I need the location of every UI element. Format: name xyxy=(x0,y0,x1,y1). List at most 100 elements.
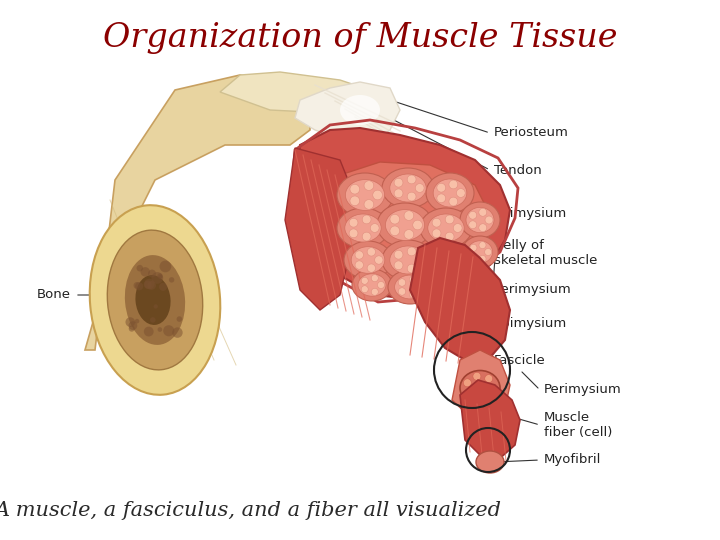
Ellipse shape xyxy=(395,275,426,299)
Circle shape xyxy=(464,389,472,397)
Circle shape xyxy=(445,286,452,293)
Circle shape xyxy=(408,192,416,201)
Circle shape xyxy=(148,269,156,278)
Ellipse shape xyxy=(385,210,425,240)
Ellipse shape xyxy=(467,241,492,263)
Text: Bone: Bone xyxy=(37,288,71,301)
Text: Organization of Muscle Tissue: Organization of Muscle Tissue xyxy=(103,22,617,54)
Circle shape xyxy=(361,286,368,293)
Circle shape xyxy=(135,282,143,291)
Circle shape xyxy=(159,283,167,291)
Ellipse shape xyxy=(420,208,472,248)
Circle shape xyxy=(350,196,360,206)
Circle shape xyxy=(408,175,416,184)
Circle shape xyxy=(485,393,492,401)
Ellipse shape xyxy=(476,451,504,473)
Ellipse shape xyxy=(388,270,432,304)
Text: Periosteum: Periosteum xyxy=(494,126,569,139)
Circle shape xyxy=(390,226,400,235)
Circle shape xyxy=(172,327,183,338)
Ellipse shape xyxy=(107,230,203,370)
Text: Perimysium: Perimysium xyxy=(544,383,622,396)
Ellipse shape xyxy=(460,202,500,238)
Circle shape xyxy=(125,318,135,327)
Circle shape xyxy=(449,197,458,206)
Ellipse shape xyxy=(352,269,392,301)
Circle shape xyxy=(485,248,492,255)
Circle shape xyxy=(470,244,477,251)
Polygon shape xyxy=(85,75,310,350)
Circle shape xyxy=(469,211,477,219)
Circle shape xyxy=(144,279,155,289)
Circle shape xyxy=(362,232,371,241)
Text: Perimysium: Perimysium xyxy=(494,284,572,296)
Circle shape xyxy=(479,241,486,249)
Circle shape xyxy=(374,256,383,264)
Circle shape xyxy=(140,267,150,276)
Ellipse shape xyxy=(426,267,466,299)
Circle shape xyxy=(377,281,384,288)
Circle shape xyxy=(409,276,417,284)
Circle shape xyxy=(435,261,444,269)
Polygon shape xyxy=(335,162,490,290)
Polygon shape xyxy=(295,82,400,145)
Ellipse shape xyxy=(428,214,464,242)
Circle shape xyxy=(128,321,138,330)
Text: Epimysium: Epimysium xyxy=(494,316,567,329)
Circle shape xyxy=(449,180,458,189)
Text: Fascicle: Fascicle xyxy=(494,354,546,367)
Circle shape xyxy=(144,280,152,289)
Circle shape xyxy=(133,282,140,289)
Ellipse shape xyxy=(337,208,389,248)
Circle shape xyxy=(435,284,442,291)
Ellipse shape xyxy=(340,95,380,125)
Circle shape xyxy=(394,261,403,269)
Circle shape xyxy=(398,279,406,286)
Circle shape xyxy=(469,221,477,229)
Circle shape xyxy=(367,264,376,272)
Circle shape xyxy=(144,327,153,336)
Ellipse shape xyxy=(135,275,171,325)
Circle shape xyxy=(370,224,379,232)
Ellipse shape xyxy=(432,272,460,294)
Circle shape xyxy=(445,232,454,241)
Ellipse shape xyxy=(431,247,465,273)
Text: Epimysium: Epimysium xyxy=(494,206,567,219)
Ellipse shape xyxy=(382,168,434,208)
Circle shape xyxy=(479,224,487,232)
Ellipse shape xyxy=(125,255,185,345)
Circle shape xyxy=(464,379,472,387)
Circle shape xyxy=(479,255,486,262)
Polygon shape xyxy=(410,238,510,360)
Circle shape xyxy=(485,375,492,383)
Circle shape xyxy=(169,277,174,282)
Ellipse shape xyxy=(344,241,392,279)
Circle shape xyxy=(451,280,459,287)
Circle shape xyxy=(349,229,358,238)
Circle shape xyxy=(355,251,364,259)
Circle shape xyxy=(416,284,423,291)
Ellipse shape xyxy=(351,247,384,273)
Circle shape xyxy=(447,248,456,256)
Circle shape xyxy=(404,211,414,220)
Circle shape xyxy=(362,215,371,224)
Circle shape xyxy=(364,181,374,191)
Circle shape xyxy=(454,224,462,232)
Polygon shape xyxy=(460,380,520,460)
Text: Muscle
fiber (cell): Muscle fiber (cell) xyxy=(544,411,613,439)
Ellipse shape xyxy=(390,174,426,202)
Circle shape xyxy=(150,317,156,323)
Circle shape xyxy=(473,396,481,404)
Circle shape xyxy=(361,277,368,284)
Circle shape xyxy=(176,316,182,322)
Circle shape xyxy=(160,261,171,272)
Circle shape xyxy=(147,281,156,290)
Circle shape xyxy=(373,190,382,200)
Circle shape xyxy=(394,251,403,259)
Text: Belly of
skeletal muscle: Belly of skeletal muscle xyxy=(494,239,598,267)
Circle shape xyxy=(157,273,163,279)
Ellipse shape xyxy=(466,207,494,233)
Ellipse shape xyxy=(358,274,386,296)
Circle shape xyxy=(151,272,163,284)
Circle shape xyxy=(437,194,446,202)
